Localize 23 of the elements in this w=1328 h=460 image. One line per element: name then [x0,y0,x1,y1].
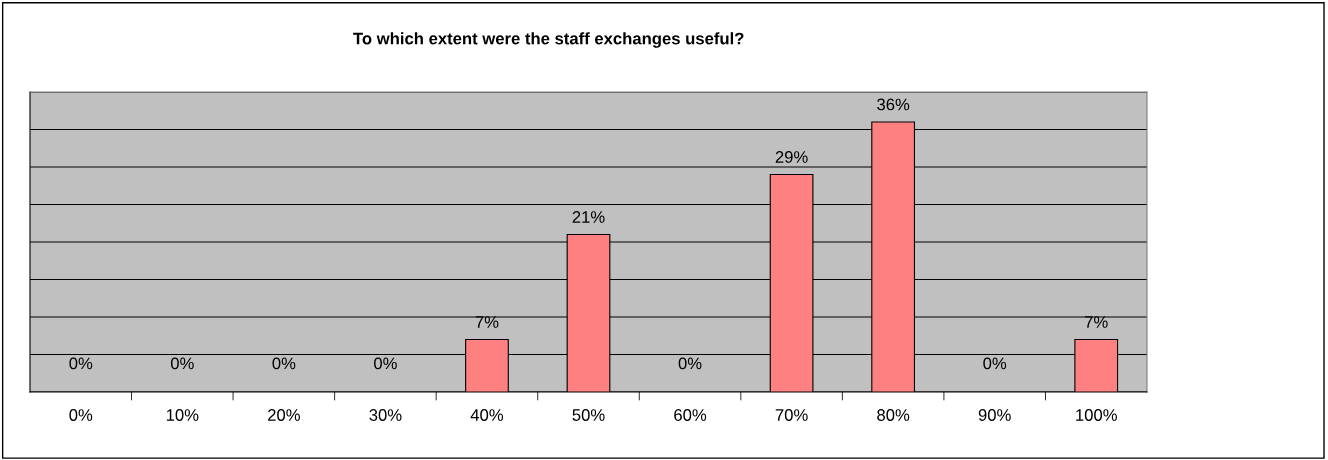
x-tick-label: 30% [369,409,402,421]
chart-title: To which extent were the staff exchanges useful? [353,32,744,48]
data-label: 0% [170,357,194,370]
data-label: 0% [983,357,1007,370]
data-label: 21% [572,211,605,223]
x-tick-label: 80% [877,409,910,421]
x-tick-label: 90% [978,409,1011,421]
data-label: 36% [877,98,910,111]
x-tick-label: 60% [674,409,707,421]
data-label: 0% [272,357,296,370]
x-tick-label: 50% [572,409,605,421]
x-tick-label: 70% [775,409,808,421]
data-label: 7% [1085,316,1108,328]
data-label: 0% [374,357,397,370]
x-tick-label: 10% [166,409,199,421]
data-label: 0% [69,357,93,370]
x-tick-label: 0% [69,409,93,421]
data-label: 0% [678,357,702,370]
x-tick-label: 100% [1076,409,1117,421]
x-tick-label: 40% [470,409,504,421]
data-label: 7% [475,316,499,328]
data-label: 29% [775,151,808,163]
x-tick-label: 20% [268,409,300,421]
